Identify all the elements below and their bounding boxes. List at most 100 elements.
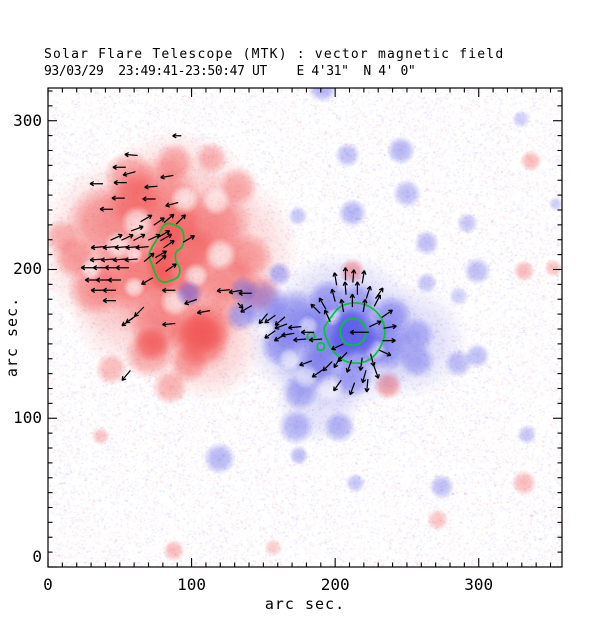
vector-arrow <box>333 356 342 369</box>
vector-arrow <box>165 263 177 272</box>
vector-arrow <box>158 230 171 238</box>
vector-arrow <box>273 333 286 342</box>
vector-arrow <box>100 257 114 263</box>
vector-arrow <box>342 281 348 295</box>
vector-arrow <box>162 321 176 328</box>
vector-arrow <box>196 309 211 315</box>
vector-arrow <box>133 306 145 317</box>
plot-frame <box>47 87 563 568</box>
vector-arrow <box>122 171 136 177</box>
vector-arrow <box>160 174 174 180</box>
vector-arrow <box>348 382 356 396</box>
vector-arrow <box>361 270 367 284</box>
contour-right-outer <box>323 302 386 365</box>
vector-arrow <box>349 293 356 308</box>
vector-arrow <box>238 290 252 296</box>
vector-arrow <box>114 244 128 251</box>
vector-arrow <box>318 297 327 310</box>
vector-arrow <box>124 257 138 263</box>
x-tick-label: 300 <box>464 575 494 594</box>
vector-arrow <box>104 265 118 271</box>
vector-arrow <box>378 349 392 357</box>
x-tick-label: 200 <box>320 575 350 594</box>
vector-arrow <box>92 265 106 271</box>
chart-subtitle: 93/03/29 23:49:41-23:50:47 UT E 4'31" N … <box>44 64 416 79</box>
vector-arrow <box>133 233 146 242</box>
chart-title: Solar Flare Telescope (MTK) : vector mag… <box>44 47 505 62</box>
vector-arrow <box>135 244 149 251</box>
y-axis-label: arc sec. <box>3 296 21 378</box>
vector-arrow <box>163 239 175 249</box>
vector-arrow <box>111 195 125 201</box>
vector-arrow <box>125 314 137 324</box>
vector-arrow <box>323 309 331 323</box>
vector-arrow <box>140 277 154 285</box>
vector-arrow <box>112 164 126 170</box>
vector-arrow <box>144 184 158 190</box>
vector-arrow <box>110 233 123 241</box>
vector-arrow <box>364 379 370 393</box>
vector-arrow <box>102 287 116 294</box>
vector-arrow <box>274 323 288 330</box>
vector-arrow <box>140 214 153 223</box>
vector-arrow <box>369 353 376 367</box>
contour-left-spot <box>148 222 185 283</box>
vector-arrow <box>80 265 95 271</box>
vector-arrow <box>121 370 131 381</box>
vector-arrow <box>121 233 134 241</box>
vector-arrow <box>311 369 324 378</box>
vector-arrow <box>143 252 155 263</box>
vector-arrow <box>102 297 116 304</box>
vector-arrow <box>373 365 380 379</box>
vector-arrow <box>331 343 344 351</box>
vector-arrow <box>112 257 126 263</box>
vector-arrow <box>345 359 353 373</box>
vector-arrow <box>124 152 138 158</box>
vector-arrow <box>162 287 176 294</box>
vector-arrow <box>95 277 109 283</box>
vector-arrow <box>381 309 393 319</box>
magnetogram-canvas <box>48 88 562 567</box>
vector-arrow <box>90 287 104 294</box>
axis-ticks <box>47 88 562 568</box>
x-axis-label: arc sec. <box>264 595 346 613</box>
vector-arrow <box>237 302 244 309</box>
vector-arrow <box>89 257 104 263</box>
y-tick-label: 100 <box>13 408 42 428</box>
vector-arrow <box>107 277 121 283</box>
y-tick-label: 300 <box>13 110 42 130</box>
vector-arrow <box>382 337 396 344</box>
x-tick-label: 0 <box>43 575 53 594</box>
vector-arrow <box>264 314 276 324</box>
vector-arrow <box>310 303 321 314</box>
vector-arrow <box>369 320 382 328</box>
vector-arrow <box>84 277 99 283</box>
vector-arrow <box>350 269 357 283</box>
vector-arrow <box>330 288 336 302</box>
vector-arrow <box>155 250 168 259</box>
vector-arrow <box>362 298 368 313</box>
vector-arrow <box>322 361 333 372</box>
vector-arrow <box>240 304 253 313</box>
vector-arrow <box>147 233 161 241</box>
vector-arrow <box>90 244 105 251</box>
vector-arrow <box>360 370 367 384</box>
vector-arrow <box>115 265 129 271</box>
vector-arrow <box>113 179 127 186</box>
vector-arrow <box>99 206 113 212</box>
vector-arrow <box>339 298 345 313</box>
vector-arrow <box>216 287 230 294</box>
vector-arrow <box>365 285 372 299</box>
vector-arrow <box>165 201 179 208</box>
vector-arrow <box>354 281 361 295</box>
vector-arrow <box>89 180 103 187</box>
vector-arrow <box>184 298 198 306</box>
vector-arrow <box>300 329 315 335</box>
vector-arrow <box>342 267 349 281</box>
vector-arrow <box>349 329 369 335</box>
vector-arrow <box>153 217 165 226</box>
y-tick-label: 0 <box>32 547 42 566</box>
vector-arrow <box>155 254 167 265</box>
